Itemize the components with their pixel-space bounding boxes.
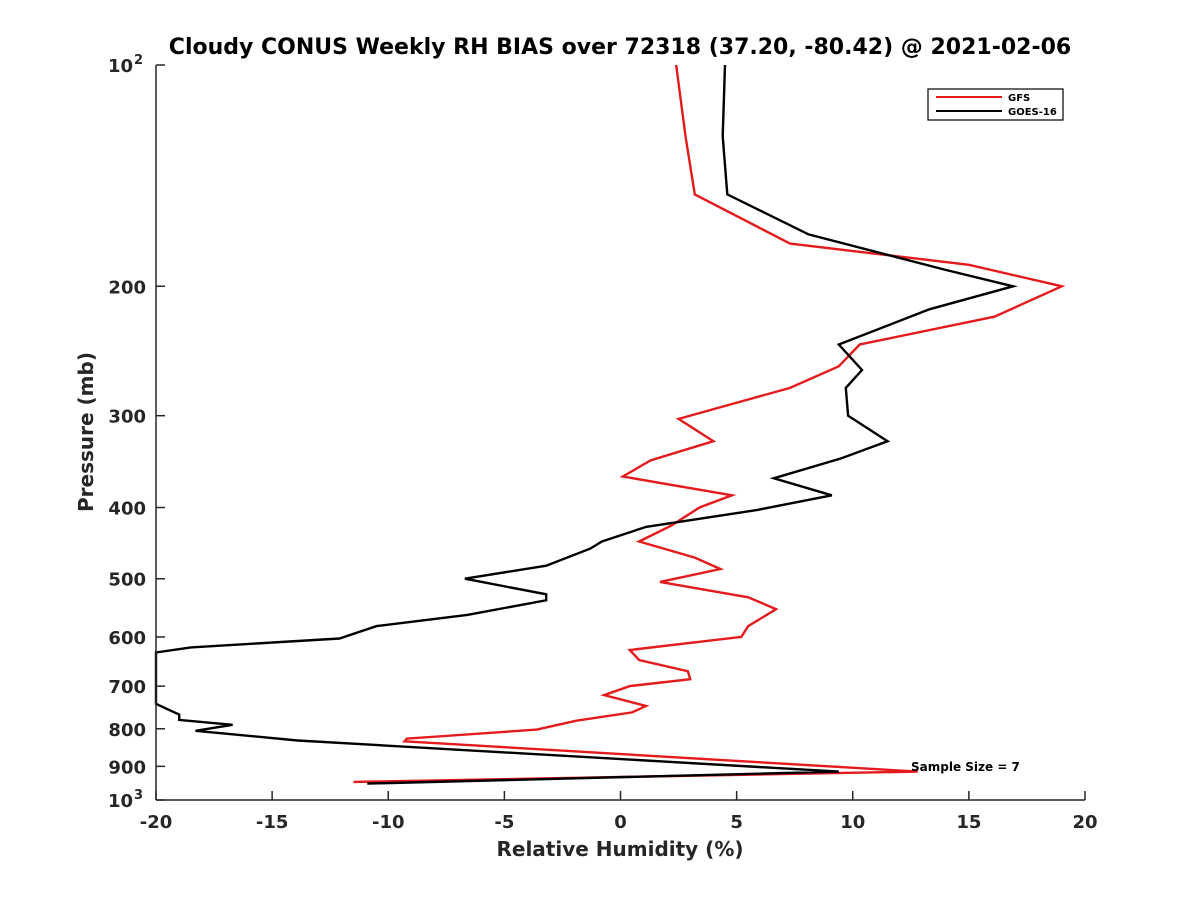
x-tick-label: -20 [140, 812, 173, 833]
x-tick-label: -15 [256, 812, 289, 833]
legend: GFS GOES-16 [927, 88, 1064, 121]
y-tick-label: 300 [108, 407, 146, 428]
chart-title: Cloudy CONUS Weekly RH BIAS over 72318 (… [169, 35, 1071, 60]
y-axis-label: Pressure (mb) [74, 352, 98, 512]
x-tick-label: -5 [494, 812, 514, 833]
y-tick-label: 600 [108, 628, 146, 649]
plot-area [156, 65, 1085, 800]
y-tick-label: 800 [108, 720, 146, 741]
x-tick-label: 5 [730, 812, 743, 833]
x-tick-label: -10 [372, 812, 405, 833]
series-line-goes-16 [154, 64, 1018, 785]
x-axis-label: Relative Humidity (%) [496, 837, 743, 861]
series-layer [154, 64, 1066, 785]
y-tick-exponent: 2 [134, 53, 143, 68]
y-tick-label: 10 [108, 56, 133, 77]
sample-size-annotation: Sample Size = 7 [911, 760, 1020, 774]
legend-box [927, 88, 1064, 121]
y-tick-label: 700 [108, 677, 146, 698]
legend-label-gfs: GFS [1008, 93, 1030, 104]
y-tick-label: 200 [108, 277, 146, 298]
series-line-gfs [353, 64, 1066, 784]
legend-label-goes16: GOES-16 [1008, 107, 1057, 118]
y-tick-label: 10 [108, 791, 133, 812]
y-tick-exponent: 3 [134, 788, 143, 803]
y-tick-label: 500 [108, 570, 146, 591]
y-tick-label: 400 [108, 499, 146, 520]
y-tick-label: 900 [108, 757, 146, 778]
x-ticks: -20 -15 -10 -5 0 5 10 15 20 [140, 791, 1098, 833]
x-tick-label: 15 [956, 812, 981, 833]
x-tick-label: 0 [614, 812, 627, 833]
x-tick-label: 20 [1072, 812, 1097, 833]
x-tick-label: 10 [840, 812, 865, 833]
